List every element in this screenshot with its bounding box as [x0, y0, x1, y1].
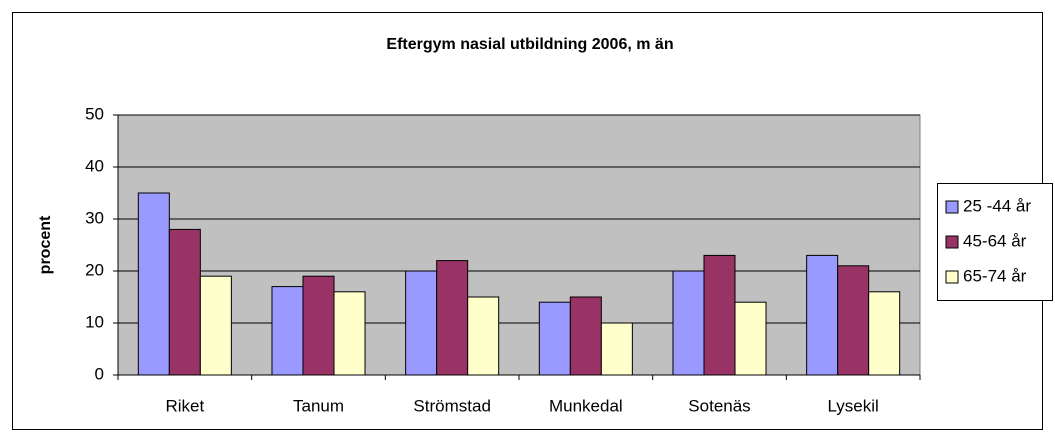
legend-label: 25 -44 år [963, 196, 1031, 215]
y-tick-label: 30 [85, 208, 104, 227]
bar [569, 296, 602, 376]
bar [333, 291, 366, 376]
bar [436, 260, 469, 376]
bar [302, 275, 335, 376]
y-tick-label: 50 [85, 104, 104, 123]
bar [137, 192, 170, 376]
bar [168, 228, 201, 376]
y-tick-label: 10 [85, 312, 104, 331]
x-tick-label: Strömstad [413, 396, 490, 415]
bar [600, 322, 633, 376]
bar [734, 301, 767, 376]
legend-label: 65-74 år [963, 266, 1027, 285]
bar [703, 254, 736, 376]
legend-swatch [945, 235, 959, 249]
y-tick-label: 20 [85, 260, 104, 279]
bar [199, 275, 232, 376]
bar [538, 301, 571, 376]
bar [806, 254, 839, 376]
x-tick-label: Riket [165, 396, 204, 415]
legend-label: 45-64 år [963, 231, 1027, 250]
y-axis-label: procent [37, 215, 54, 274]
y-tick-label: 40 [85, 156, 104, 175]
bar [672, 270, 705, 376]
x-tick-label: Munkedal [549, 396, 623, 415]
chart-title: Eftergym nasial utbildning 2006, m än [386, 36, 673, 53]
y-tick-label: 0 [95, 364, 104, 383]
legend-swatch [945, 270, 959, 284]
x-tick-label: Tanum [293, 396, 344, 415]
bar [271, 286, 304, 376]
bar [868, 291, 901, 376]
plot-area [117, 114, 921, 376]
bar [405, 270, 438, 376]
x-tick-label: Sotenäs [688, 396, 750, 415]
x-tick-label: Lysekil [827, 396, 878, 415]
bar [467, 296, 500, 376]
legend-swatch [945, 200, 959, 214]
bar [837, 265, 870, 376]
